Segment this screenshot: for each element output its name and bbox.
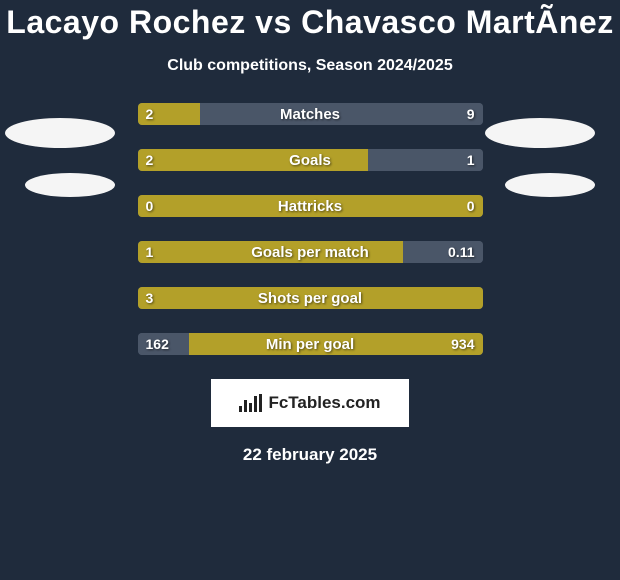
stat-value-left: 162 — [138, 333, 177, 355]
stat-row: Shots per goal3 — [138, 287, 483, 309]
stat-label: Matches — [138, 103, 483, 125]
stat-value-left: 1 — [138, 241, 162, 263]
stat-value-right: 9 — [459, 103, 483, 125]
stat-value-right: 0.11 — [440, 241, 482, 263]
stat-row: Goals per match1 0.11 — [138, 241, 483, 263]
stat-value-left: 0 — [138, 195, 162, 217]
player-right-shadow — [505, 173, 595, 197]
stat-row: Min per goal162 934 — [138, 333, 483, 355]
date-label: 22 february 2025 — [0, 445, 620, 465]
logo-bars-icon — [239, 394, 262, 412]
stat-label: Hattricks — [138, 195, 483, 217]
stat-label: Goals per match — [138, 241, 483, 263]
stat-label: Goals — [138, 149, 483, 171]
logo-text: FcTables.com — [268, 393, 380, 413]
player-left-avatar — [5, 118, 115, 148]
stat-value-left: 2 — [138, 103, 162, 125]
stat-value-right: 934 — [443, 333, 482, 355]
stat-row: Matches2 9 — [138, 103, 483, 125]
stat-value-left: 2 — [138, 149, 162, 171]
fctables-logo: FcTables.com — [211, 379, 409, 427]
stat-row: Hattricks0 0 — [138, 195, 483, 217]
stats-area: Matches29Goals21Hattricks00Goals per mat… — [0, 103, 620, 355]
player-left-shadow — [25, 173, 115, 197]
stat-value-left: 3 — [138, 287, 162, 309]
subtitle: Club competitions, Season 2024/2025 — [0, 57, 620, 75]
stat-label: Min per goal — [138, 333, 483, 355]
stat-value-right — [467, 287, 483, 309]
comparison-infographic: Lacayo Rochez vs Chavasco MartÃnez Club … — [0, 0, 620, 580]
stat-label: Shots per goal — [138, 287, 483, 309]
stat-value-right: 0 — [459, 195, 483, 217]
stat-value-right: 1 — [459, 149, 483, 171]
player-right-avatar — [485, 118, 595, 148]
stat-row: Goals2 1 — [138, 149, 483, 171]
page-title: Lacayo Rochez vs Chavasco MartÃnez — [0, 4, 620, 41]
